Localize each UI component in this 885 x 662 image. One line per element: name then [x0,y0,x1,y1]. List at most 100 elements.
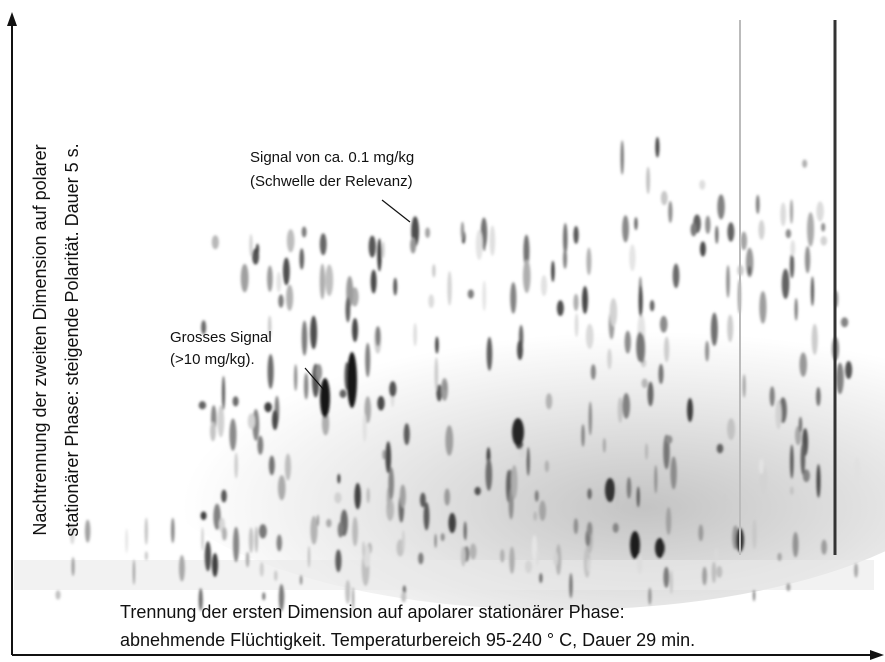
spot [715,549,718,561]
spot [811,276,814,306]
spot [320,378,330,418]
spot [205,541,211,571]
spot [428,294,434,308]
spot [790,445,794,479]
spot [777,553,781,561]
spot [836,363,844,395]
spot [845,361,852,379]
spot [388,467,394,500]
spot [603,438,606,453]
spot [812,324,818,355]
spot [586,324,594,349]
spot [752,519,756,549]
spot [727,315,733,343]
spot [711,313,718,346]
spot [820,236,827,246]
spot [717,444,724,454]
spot [285,454,291,481]
spot [125,529,127,554]
spot [286,285,293,311]
spot [262,592,265,600]
spot [587,488,591,499]
spot [210,422,216,442]
spot [401,592,406,603]
spot [55,590,60,599]
spot [539,573,542,583]
spot [726,265,730,298]
spot [666,507,671,535]
spot [655,538,665,558]
spot [668,201,672,223]
spot [278,294,283,307]
spot [201,511,207,520]
spot [393,278,397,296]
spot [854,563,858,577]
spot [645,443,648,460]
spot [511,465,517,499]
spot [334,492,341,503]
spot [218,405,225,437]
spot [340,389,347,397]
spot [517,340,523,360]
spot [805,246,810,273]
spot [335,549,341,572]
spot [699,180,705,190]
spot [249,527,254,553]
spot [362,541,365,557]
spot [700,241,706,256]
spot [775,400,781,429]
spot [802,159,807,167]
spot [269,456,275,476]
spot [486,458,493,491]
spot [72,557,75,576]
spot [229,419,236,451]
spot [256,244,259,255]
spot [557,300,564,316]
spot [222,527,227,541]
spot [274,570,277,581]
spot [654,465,657,493]
spot [145,518,148,545]
spot [782,269,790,299]
spot [425,227,430,238]
spot [625,331,631,354]
spot [363,414,367,443]
spot [461,546,466,566]
spot [758,220,764,240]
spot [447,271,451,306]
spot [793,532,799,557]
spot [790,486,794,494]
spot [302,226,307,237]
spot [308,546,310,568]
spot [741,232,747,251]
spot [586,248,591,276]
chromatogram: Nachtrennung der zweiten Dimension auf p… [0,0,885,662]
annotation: (Schwelle der Relevanz) [250,173,413,190]
spot [179,555,185,582]
spot [418,553,423,565]
spot [310,316,317,350]
y-axis-arrow [7,12,17,26]
spot [222,376,225,410]
spot [545,460,549,472]
spot [637,555,643,574]
spot [249,234,252,257]
spot [221,490,227,503]
spot [648,382,654,407]
spot [260,562,264,577]
spot [402,530,405,552]
spot [345,580,350,604]
spot [523,259,531,293]
spot [854,457,861,485]
spot [259,524,267,538]
spot [352,517,358,547]
spot [801,443,806,475]
spot [629,244,635,271]
spot [605,478,615,502]
spot [413,323,417,346]
spot [171,518,175,543]
spot [410,237,416,253]
y-axis-label: stationärer Phase: steigende Polarität. … [62,143,82,536]
spot [377,238,381,271]
spot [655,137,659,158]
